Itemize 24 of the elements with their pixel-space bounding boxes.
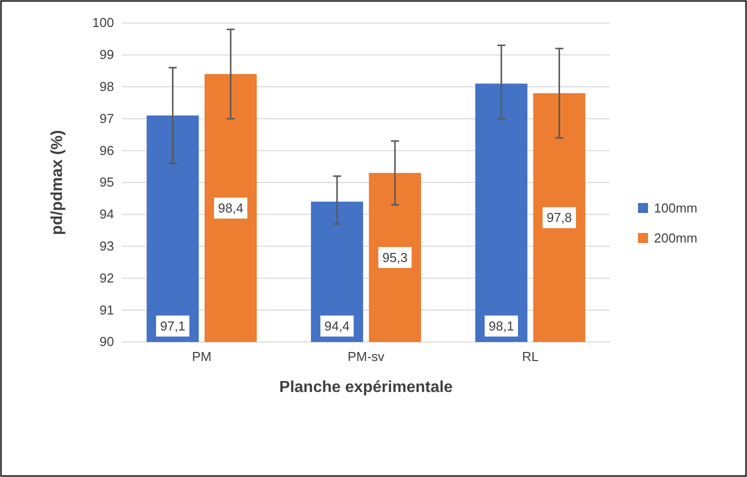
y-tick-label: 100 — [92, 15, 114, 30]
y-tick-label: 93 — [100, 238, 114, 254]
y-tick-label: 94 — [100, 206, 114, 222]
data-label: 94,4 — [324, 318, 350, 334]
data-label: 95,3 — [382, 250, 408, 266]
data-label: 97,8 — [546, 210, 572, 226]
y-tick-label: 90 — [100, 334, 114, 350]
y-tick-label: 96 — [100, 142, 114, 158]
legend-label: 200mm — [654, 230, 698, 246]
y-tick-label: 99 — [100, 47, 114, 62]
x-axis-title: Planche expérimentale — [279, 379, 453, 396]
y-axis-title: pd/pdmax (%) — [49, 130, 66, 235]
y-tick-label: 98 — [100, 78, 114, 94]
data-label: 97,1 — [160, 318, 186, 334]
legend-label: 100mm — [654, 200, 698, 216]
x-tick-label: PM-sv — [348, 349, 385, 364]
y-tick-label: 95 — [100, 174, 114, 190]
y-tick-label: 97 — [100, 110, 114, 126]
data-label: 98,1 — [488, 318, 514, 334]
x-tick-label: PM — [192, 349, 212, 364]
data-label: 98,4 — [218, 200, 244, 216]
y-tick-label: 91 — [100, 302, 114, 318]
y-tick-label: 92 — [100, 270, 114, 286]
x-tick-label: RL — [522, 349, 539, 364]
